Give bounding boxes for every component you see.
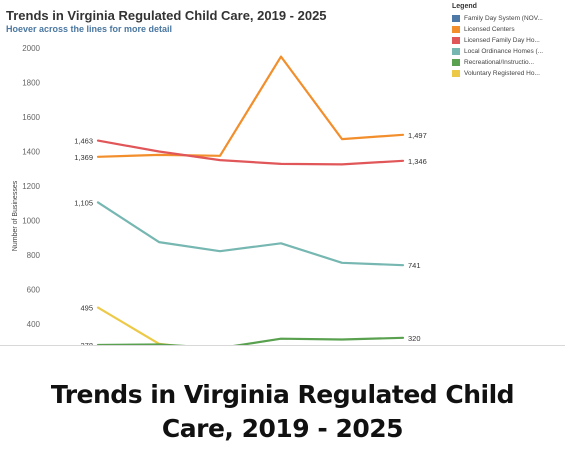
legend-item[interactable]: Local Ordinance Homes (... [452,46,564,57]
series-line[interactable] [96,55,405,158]
y-tick-label: 1800 [22,79,40,88]
end-value-label: 1,497 [408,131,427,140]
y-axis-title: Number of Businesses [12,180,19,251]
legend-item[interactable]: Licensed Family Day Ho... [452,35,564,46]
legend-label: Local Ordinance Homes (... [464,48,544,55]
caption: Trends in Virginia Regulated Child Care,… [0,378,565,446]
divider [0,345,565,346]
y-tick-label: 800 [27,251,41,260]
legend-swatch [452,59,460,66]
legend-label: Recreational/Instructio... [464,59,535,66]
start-value-label: 278 [80,341,93,345]
legend-label: Voluntary Registered Ho... [464,70,540,77]
start-value-label: 495 [80,304,93,313]
series-line[interactable] [96,139,405,166]
end-value-label: 741 [408,261,421,270]
legend-item[interactable]: Family Day System (NOV... [452,13,564,24]
series-line[interactable] [96,306,257,345]
start-value-label: 1,105 [74,198,93,207]
legend-label: Family Day System (NOV... [464,15,543,22]
caption-line-1: Trends in Virginia Regulated Child [50,380,515,409]
chart-subtitle: Hoever across the lines for more detail [6,24,173,34]
legend-label: Licensed Centers [464,26,515,33]
chart-panel: 400 600 800 1000 1200 1400 1600 1800 2000 Number … [0,0,565,345]
line-chart[interactable]: 400 600 800 1000 1200 1400 1600 1800 2000 Number … [0,0,565,345]
series-line[interactable] [96,336,405,345]
legend-swatch [452,48,460,55]
caption-line-2: Care, 2019 - 2025 [161,414,404,443]
legend-items: Family Day System (NOV... Licensed Center… [452,13,564,79]
legend-label: Licensed Family Day Ho... [464,37,540,44]
y-tick-label: 2000 [22,44,40,53]
legend-swatch [452,15,460,22]
y-tick-label: 400 [27,320,41,329]
end-value-label: 1,346 [408,157,427,166]
start-value-label: 1,369 [74,153,93,162]
chart-title: Trends in Virginia Regulated Child Care,… [6,8,327,23]
legend-item[interactable]: Voluntary Registered Ho... [452,68,564,79]
series-line[interactable] [96,201,405,267]
legend-title: Legend [452,3,477,10]
y-tick-label: 1000 [22,217,40,226]
legend-item[interactable]: Licensed Centers [452,24,564,35]
y-tick-label: 1600 [22,113,40,122]
start-value-label: 1,463 [74,137,93,146]
legend-item[interactable]: Recreational/Instructio... [452,57,564,68]
y-tick-label: 1400 [22,148,40,157]
y-tick-label: 600 [27,286,41,295]
end-value-label: 320 [408,334,421,343]
legend-swatch [452,70,460,77]
y-tick-label: 1200 [22,182,40,191]
legend-swatch [452,26,460,33]
legend: Legend Family Day System (NOV... Licensed… [452,3,564,79]
legend-swatch [452,37,460,44]
